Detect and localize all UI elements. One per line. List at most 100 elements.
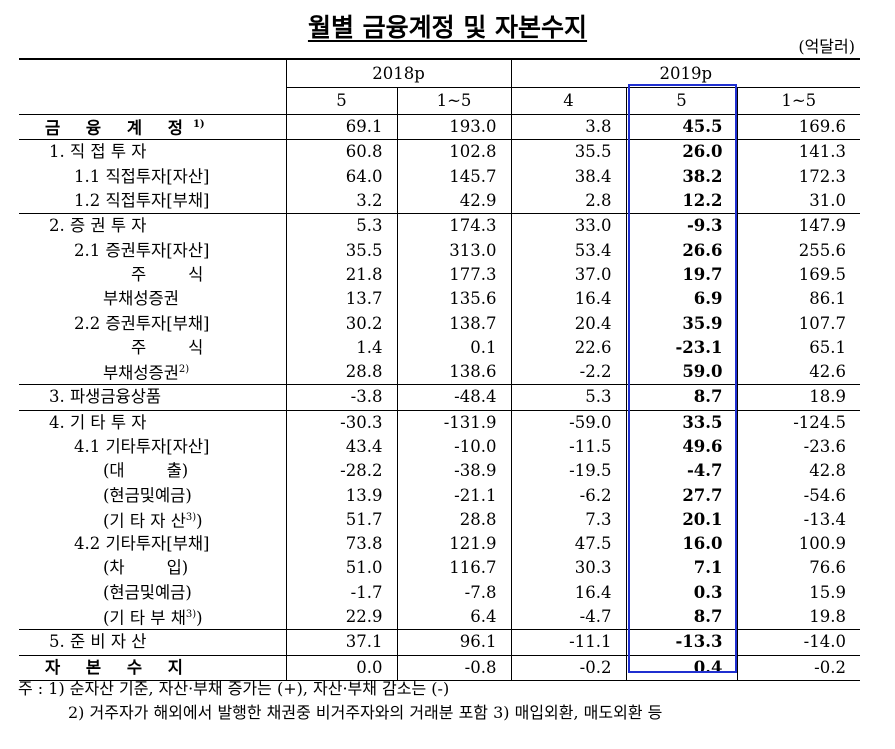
value-cell: 135.6 [396,287,511,312]
value-cell: 141.3 [736,139,860,165]
value-cell: 73.8 [285,532,397,557]
table-body: 금 융 계 정1) 69.1 193.0 3.8 45.5 169.6 1. 직 접 투 자… [19,114,860,681]
value-cell: 169.6 [736,114,860,140]
value-cell: 255.6 [736,238,860,263]
footnote-marker: 3) [185,512,197,524]
value-cell: 107.7 [736,311,860,336]
value-cell: 31.0 [736,188,860,214]
value-cell: 116.7 [396,556,511,581]
value-cell: 69.1 [285,114,397,140]
header-year-2018: 2018p [285,59,511,88]
value-cell: 35.5 [285,238,397,263]
table-row: 2. 증 권 투 자 5.3 174.3 33.0 -9.3 147.9 [19,213,860,239]
value-cell: 60.8 [285,139,397,165]
row-label: (차 입) [103,558,189,578]
table-row: 부채성증권2) 28.8 138.6 -2.2 59.0 42.6 [19,359,860,385]
value-cell: 30.3 [510,556,626,581]
value-cell: 37.0 [510,262,626,288]
row-label: 2. 증 권 투 자 [49,216,147,236]
value-cell: -0.8 [396,655,511,681]
header-col: 4 [510,87,626,115]
value-cell: 1.4 [285,335,397,360]
value-cell: 21.8 [285,262,397,288]
value-cell: 102.8 [396,139,511,165]
row-label: 1.2 직접투자[부채] [74,191,210,211]
value-cell: 174.3 [396,213,511,239]
value-cell: -131.9 [396,410,511,435]
value-cell: 0.1 [396,335,511,360]
value-cell: 27.7 [625,483,737,508]
value-cell: 35.5 [510,139,626,165]
table-row: (차 입) 51.0 116.7 30.3 7.1 76.6 [19,556,860,581]
value-cell: 33.0 [510,213,626,239]
table-row: 자 본 수 지 0.0 -0.8 -0.2 0.4 -0.2 [19,655,860,681]
value-cell: 8.7 [625,604,737,630]
row-label: 금 융 계 정1) [45,118,205,138]
value-cell: -11.1 [510,629,626,656]
value-cell: 43.4 [285,434,397,460]
value-cell: 147.9 [736,213,860,239]
value-cell: -4.7 [510,604,626,630]
value-cell: -14.0 [736,629,860,656]
value-cell: 5.3 [285,213,397,239]
value-cell: -48.4 [396,384,511,411]
value-cell: 76.6 [736,556,860,581]
unit-label: (억달러) [798,37,855,56]
table-row: 2.1 증권투자[자산] 35.5 313.0 53.4 26.6 255.6 [19,238,860,263]
value-cell: 35.9 [625,311,737,336]
value-cell: -9.3 [625,213,737,239]
row-label: 5. 준 비 자 산 [49,632,147,652]
value-cell: -1.7 [285,580,397,605]
value-cell: 13.9 [285,483,397,508]
table-row: (현금및예금) -1.7 -7.8 16.4 0.3 15.9 [19,580,860,605]
value-cell: 16.4 [510,580,626,605]
value-cell: 19.8 [736,604,860,630]
table-row: (현금및예금) 13.9 -21.1 -6.2 27.7 -54.6 [19,483,860,508]
header-blank [19,59,286,88]
row-label: 4.2 기타투자[부채] [74,534,210,554]
table-row: 주 식 21.8 177.3 37.0 19.7 169.5 [19,262,860,288]
value-cell: -124.5 [736,410,860,435]
value-cell: 13.7 [285,287,397,312]
value-cell: 49.6 [625,434,737,460]
value-cell: 30.2 [285,311,397,336]
value-cell: 6.4 [396,604,511,630]
value-cell: 0.3 [625,580,737,605]
value-cell: 28.8 [285,359,397,385]
table-row: 주 식 1.4 0.1 22.6 -23.1 65.1 [19,335,860,360]
row-label: 부채성증권2) [103,363,190,383]
table-row: 5. 준 비 자 산 37.1 96.1 -11.1 -13.3 -14.0 [19,629,860,656]
value-cell: 6.9 [625,287,737,312]
value-cell: -59.0 [510,410,626,435]
value-cell: 42.9 [396,188,511,214]
value-cell: 16.4 [510,287,626,312]
value-cell: 64.0 [285,164,397,189]
page-title: 월별 금융계정 및 자본수지 [307,13,588,42]
header-row-years: 2018p 2019p [19,59,860,88]
value-cell: -7.8 [396,580,511,605]
value-cell: 8.7 [625,384,737,411]
value-cell: 313.0 [396,238,511,263]
value-cell: 22.9 [285,604,397,630]
value-cell: 12.2 [625,188,737,214]
value-cell: -0.2 [736,655,860,681]
value-cell: -13.3 [625,629,737,656]
value-cell: 7.3 [510,507,626,533]
value-cell: 37.1 [285,629,397,656]
value-cell: 33.5 [625,410,737,435]
row-label: 4. 기 타 투 자 [49,412,147,432]
value-cell: -3.8 [285,384,397,411]
table-row: 3. 파생금융상품 -3.8 -48.4 5.3 8.7 18.9 [19,384,860,411]
value-cell: 45.5 [625,114,737,140]
value-cell: 100.9 [736,532,860,557]
value-cell: 86.1 [736,287,860,312]
row-label: 4.1 기타투자[자산] [74,437,210,456]
value-cell: 172.3 [736,164,860,189]
value-cell: 121.9 [396,532,511,557]
value-cell: 38.4 [510,164,626,189]
table-row: (기 타 자 산3)) 51.7 28.8 7.3 20.1 -13.4 [19,507,860,533]
table-row: 4.2 기타투자[부채] 73.8 121.9 47.5 16.0 100.9 [19,532,860,557]
value-cell: 145.7 [396,164,511,189]
footnote-marker: 3) [185,609,197,621]
value-cell: 19.7 [625,262,737,288]
